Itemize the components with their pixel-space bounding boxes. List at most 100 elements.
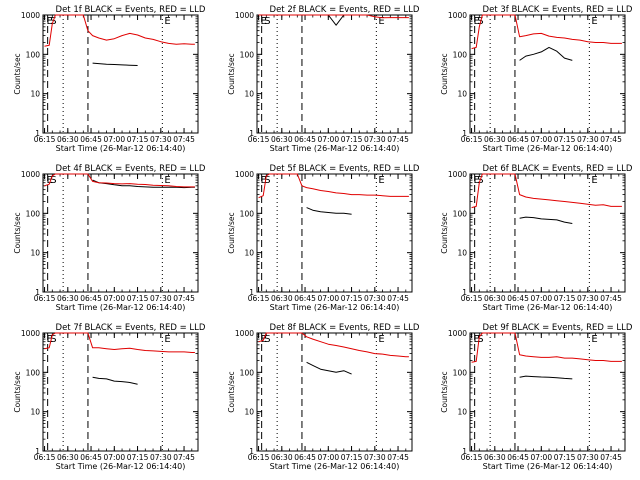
flag-label: E bbox=[47, 16, 53, 27]
panel: Det 8f BLACK = Events, RED = LLD 1 10 100 10… bbox=[227, 323, 420, 471]
x-tick-label: 06:45 bbox=[294, 453, 316, 462]
x-tick-label: 06:15 bbox=[34, 294, 56, 303]
flag-label: E bbox=[378, 175, 384, 186]
flag-label: S bbox=[264, 334, 270, 345]
y-tick-label: 1 bbox=[462, 447, 467, 456]
x-tick-label: 06:45 bbox=[80, 453, 102, 462]
x-tick-label: 06:15 bbox=[248, 453, 270, 462]
x-tick-label: 06:15 bbox=[248, 135, 270, 144]
x-tick-label: 07:45 bbox=[600, 453, 622, 462]
y-tick-label: 1000 bbox=[235, 170, 254, 179]
lld-series-line bbox=[44, 332, 195, 353]
y-tick-label: 1 bbox=[249, 288, 254, 297]
lld-series-line bbox=[471, 14, 622, 50]
x-tick-label: 07:15 bbox=[127, 294, 149, 303]
events-series-line bbox=[92, 179, 195, 189]
x-tick-label: 07:15 bbox=[554, 135, 576, 144]
y-tick-label: 1000 bbox=[448, 11, 467, 20]
y-tick-label: 100 bbox=[26, 209, 41, 218]
flag-label: S bbox=[50, 334, 56, 345]
y-tick-label: 1000 bbox=[448, 170, 467, 179]
panel: Det 2f BLACK = Events, RED = LLD 1 10 100 10… bbox=[227, 5, 420, 153]
y-axis-label: Counts/sec bbox=[13, 371, 22, 412]
x-tick-label: 07:00 bbox=[317, 135, 339, 144]
flag-label: E bbox=[474, 334, 480, 345]
x-tick-label: 07:45 bbox=[600, 135, 622, 144]
x-tick-label: 06:30 bbox=[484, 294, 506, 303]
plot-frame bbox=[256, 173, 413, 293]
x-tick-label: 07:00 bbox=[317, 453, 339, 462]
y-tick-label: 10 bbox=[457, 249, 467, 258]
x-tick-label: 06:45 bbox=[294, 294, 316, 303]
x-tick-label: 07:45 bbox=[387, 294, 409, 303]
x-tick-label: 07:45 bbox=[387, 453, 409, 462]
x-tick-label: 07:00 bbox=[103, 135, 125, 144]
lld-series-line bbox=[44, 14, 195, 47]
x-tick-label: 07:30 bbox=[577, 453, 599, 462]
plot-frame bbox=[469, 14, 626, 134]
panel-title: Det 7f BLACK = Events, RED = LLD bbox=[56, 323, 206, 333]
y-tick-label: 1 bbox=[35, 447, 40, 456]
x-tick-label: 06:30 bbox=[271, 453, 293, 462]
x-tick-label: 06:45 bbox=[507, 135, 529, 144]
events-series-line bbox=[519, 375, 573, 380]
lld-series-line bbox=[258, 332, 409, 358]
y-axis-label: Counts/sec bbox=[13, 212, 22, 253]
panel-title: Det 9f BLACK = Events, RED = LLD bbox=[483, 323, 633, 333]
x-tick-label: 07:15 bbox=[554, 453, 576, 462]
y-tick-label: 100 bbox=[26, 368, 41, 377]
x-axis-label: Start Time (26-Mar-12 06:14:40) bbox=[483, 303, 613, 312]
x-tick-label: 07:30 bbox=[150, 135, 172, 144]
x-tick-label: 06:45 bbox=[80, 294, 102, 303]
x-tick-label: 07:30 bbox=[150, 453, 172, 462]
plot-frame bbox=[256, 332, 413, 452]
x-tick-label: 07:00 bbox=[317, 294, 339, 303]
y-axis-label: Counts/sec bbox=[440, 371, 449, 412]
panel-title: Det 5f BLACK = Events, RED = LLD bbox=[270, 164, 420, 174]
x-tick-label: 06:30 bbox=[484, 135, 506, 144]
events-series-line bbox=[92, 376, 138, 385]
x-axis-label: Start Time (26-Mar-12 06:14:40) bbox=[270, 303, 400, 312]
events-series-line bbox=[306, 361, 352, 375]
y-tick-label: 100 bbox=[453, 368, 468, 377]
x-tick-label: 07:15 bbox=[341, 135, 363, 144]
y-tick-label: 1 bbox=[35, 288, 40, 297]
plot-frame bbox=[256, 14, 413, 134]
lld-series-line bbox=[471, 332, 622, 363]
x-axis-label: Start Time (26-Mar-12 06:14:40) bbox=[270, 144, 400, 153]
plot-frame bbox=[469, 173, 626, 293]
plot-frame bbox=[469, 332, 626, 452]
x-tick-label: 06:30 bbox=[271, 135, 293, 144]
y-tick-label: 100 bbox=[26, 50, 41, 59]
y-tick-label: 100 bbox=[240, 50, 255, 59]
y-axis-label: Counts/sec bbox=[440, 212, 449, 253]
y-tick-label: 10 bbox=[244, 249, 254, 258]
panel-title: Det 4f BLACK = Events, RED = LLD bbox=[56, 164, 206, 174]
y-tick-label: 100 bbox=[240, 368, 255, 377]
y-tick-label: 1000 bbox=[21, 329, 40, 338]
flag-label: E bbox=[164, 334, 170, 345]
y-axis-label: Counts/sec bbox=[227, 371, 236, 412]
y-tick-label: 100 bbox=[453, 50, 468, 59]
x-tick-label: 07:00 bbox=[103, 294, 125, 303]
flag-label: E bbox=[591, 175, 597, 186]
flag-label: E bbox=[47, 175, 53, 186]
panel-title: Det 2f BLACK = Events, RED = LLD bbox=[270, 5, 420, 15]
x-tick-label: 06:30 bbox=[271, 294, 293, 303]
y-tick-label: 10 bbox=[30, 408, 40, 417]
plot-frame bbox=[42, 332, 199, 452]
x-tick-label: 07:00 bbox=[103, 453, 125, 462]
flag-label: E bbox=[261, 175, 267, 186]
events-series-line bbox=[312, 14, 352, 26]
y-axis-label: Counts/sec bbox=[227, 212, 236, 253]
x-tick-label: 07:15 bbox=[127, 453, 149, 462]
lld-series-line bbox=[44, 173, 195, 188]
flag-label: S bbox=[264, 16, 270, 27]
plot-frame bbox=[42, 173, 199, 293]
flag-label: E bbox=[378, 334, 384, 345]
panel: Det 7f BLACK = Events, RED = LLD 1 10 100 10… bbox=[13, 323, 206, 471]
events-series-line bbox=[519, 216, 573, 224]
events-series-line bbox=[92, 62, 138, 66]
x-tick-label: 07:00 bbox=[530, 453, 552, 462]
x-tick-label: 07:15 bbox=[341, 453, 363, 462]
